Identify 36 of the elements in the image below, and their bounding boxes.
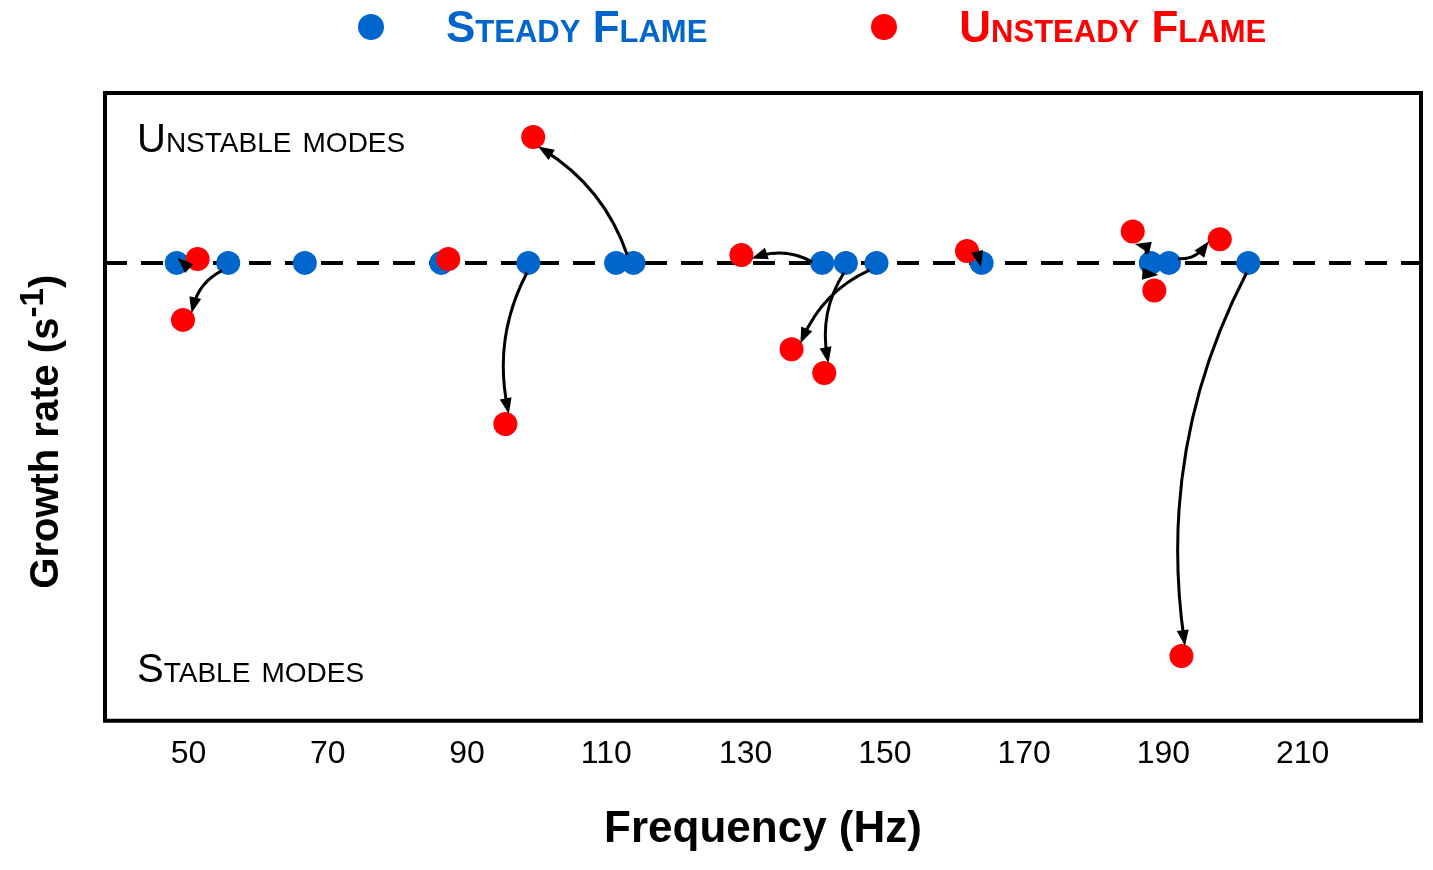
point — [516, 250, 541, 275]
x-tick-label: 90 — [449, 733, 485, 770]
x-tick-label: 110 — [580, 733, 632, 770]
point — [216, 250, 241, 275]
point — [493, 412, 518, 437]
point — [436, 246, 461, 271]
point — [292, 250, 317, 275]
point — [812, 360, 837, 385]
point — [1142, 278, 1167, 303]
point — [729, 243, 754, 268]
x-axis-title: Frequency (Hz) — [604, 801, 922, 851]
point — [521, 125, 546, 150]
point — [185, 246, 210, 271]
point — [1207, 227, 1232, 252]
point — [864, 250, 889, 275]
x-tick-label: 210 — [1275, 733, 1330, 770]
legend-label: Steady Flame — [446, 2, 708, 52]
point — [170, 307, 195, 332]
annotation: Unstable modes — [137, 116, 406, 161]
x-tick-label: 150 — [858, 733, 912, 770]
x-tick-label: 70 — [310, 733, 346, 770]
point — [779, 337, 804, 362]
x-tick-label: 50 — [170, 733, 207, 770]
annotation: Stable modes — [137, 645, 365, 690]
x-tick-label: 130 — [718, 733, 773, 770]
x-tick-label: 170 — [997, 733, 1051, 770]
point — [621, 250, 646, 275]
point — [1156, 250, 1181, 275]
point — [1236, 250, 1261, 275]
legend-label: Unsteady Flame — [959, 2, 1267, 52]
point — [955, 239, 980, 264]
point — [1120, 219, 1145, 244]
point — [1169, 643, 1194, 668]
point — [810, 250, 835, 275]
x-tick-label: 190 — [1136, 733, 1191, 770]
point — [833, 250, 858, 275]
